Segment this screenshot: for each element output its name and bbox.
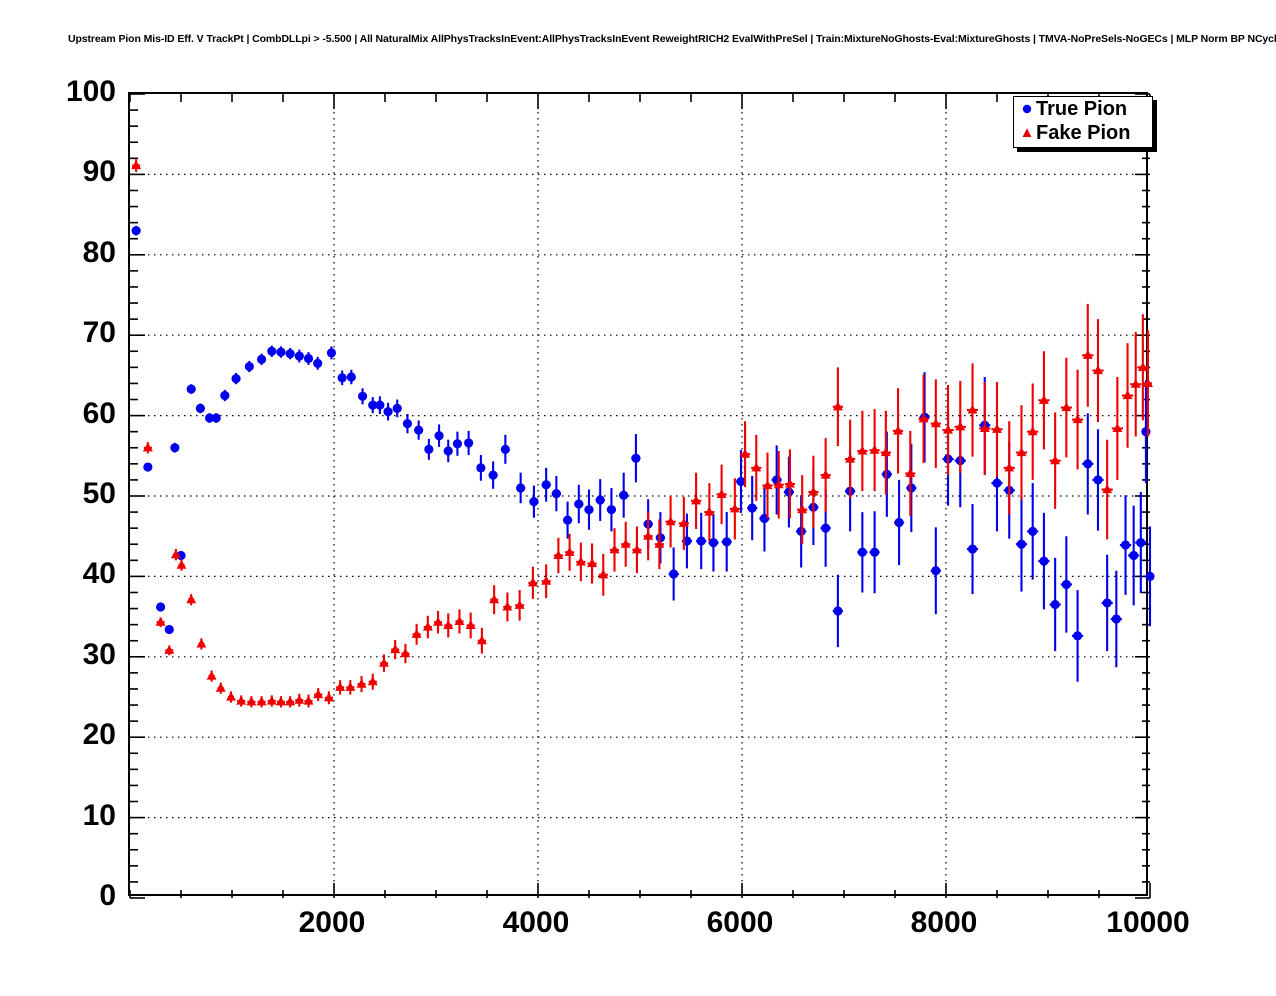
y-tick-label: 30 (82, 637, 116, 671)
legend-label-fake-pion: Fake Pion (1036, 122, 1131, 144)
y-tick-label: 70 (82, 316, 116, 350)
series-true-pion (131, 225, 1155, 682)
x-tick-label: 2000 (298, 906, 366, 939)
y-tick-label: 60 (82, 396, 116, 430)
legend-label-true-pion: True Pion (1036, 98, 1128, 120)
legend-entry-true-pion: True Pion (1014, 97, 1152, 121)
circle-marker-icon (1019, 99, 1036, 119)
legend-entry-fake-pion: Fake Pion (1014, 121, 1152, 145)
y-tick-label: 10 (82, 798, 116, 832)
page-title: Upstream Pion Mis-ID Eff. V TrackPt | Co… (68, 33, 1276, 45)
y-tick-label: 50 (82, 477, 116, 510)
x-tick-label: 4000 (502, 906, 570, 939)
x-tick-label: 10000 (1106, 906, 1190, 939)
data-series-layer (131, 159, 1155, 708)
y-tick-label: 20 (82, 718, 116, 752)
y-tick-label: 90 (82, 155, 116, 189)
x-tick-label: 6000 (706, 906, 774, 939)
series-fake-pion (131, 159, 1153, 708)
y-tick-label: 100 (65, 75, 116, 108)
y-tick-label: 40 (82, 557, 116, 591)
y-tick-label: 0 (99, 879, 116, 912)
y-tick-label: 80 (82, 235, 116, 269)
x-tick-label: 8000 (910, 906, 978, 939)
triangle-marker-icon (1019, 123, 1036, 143)
plot-frame (128, 92, 1155, 899)
legend: True Pion Fake Pion (1013, 96, 1153, 148)
